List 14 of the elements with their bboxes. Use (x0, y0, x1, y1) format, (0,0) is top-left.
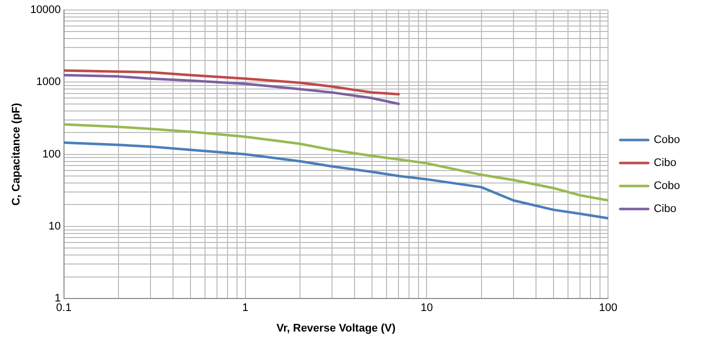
y-axis-title: C, Capacitance (pF) (10, 102, 23, 206)
x-tick-label: 10 (420, 302, 433, 314)
y-tick-label: 100 (42, 148, 61, 160)
y-tick-label: 1000 (36, 76, 61, 88)
x-tick-label: 100 (599, 302, 618, 314)
legend-label: Cobo (654, 180, 680, 192)
x-axis-title: Vr, Reverse Voltage (V) (276, 322, 396, 334)
x-tick-label: 0.1 (56, 302, 72, 314)
y-tick-label: 10000 (30, 4, 61, 16)
legend-label: Cibo (654, 157, 676, 170)
legend-label: Cobo (654, 134, 680, 146)
legend-label: Cibo (654, 203, 676, 216)
y-tick-label: 10 (48, 220, 61, 232)
x-tick-label: 1 (242, 302, 248, 314)
